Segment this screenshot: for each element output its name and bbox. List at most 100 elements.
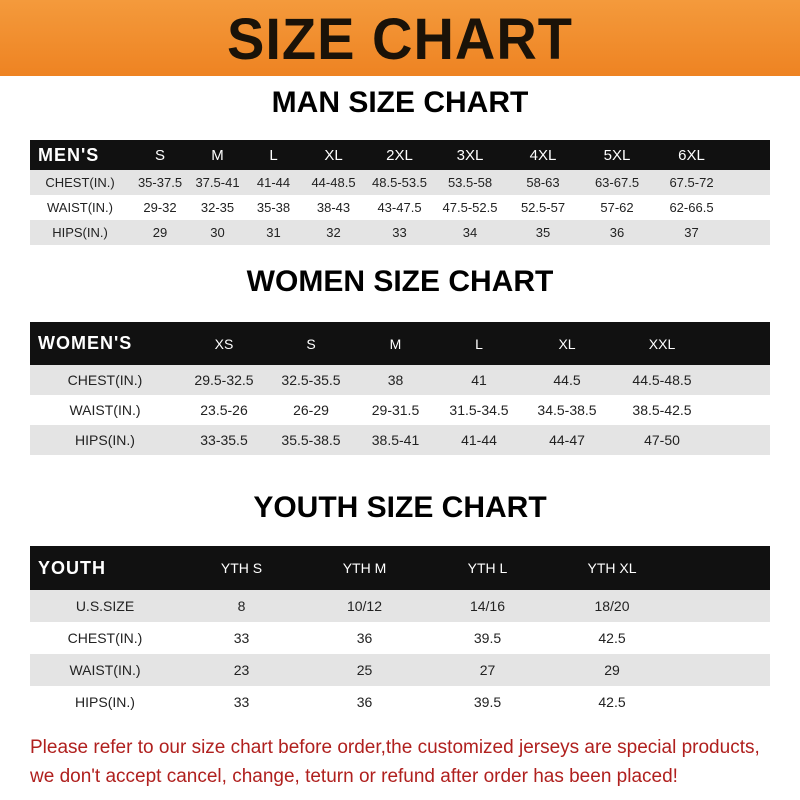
table-cell: 29 [604, 662, 620, 678]
table-row: CHEST(IN.) 33 36 39.5 42.5 [30, 622, 770, 654]
table-cell: 48.5-53.5 [372, 175, 427, 190]
table-cell: 32 [326, 225, 341, 240]
table-cell: M [389, 335, 402, 352]
table-row: WAIST(IN.) 23.5-26 26-29 29-31.5 31.5-34.5 34… [30, 395, 770, 425]
table-row: HIPS(IN.) 33-35.5 35.5-38.5 38.5-41 41-44 44-… [30, 425, 770, 455]
table-cell: L [269, 146, 278, 164]
table-cell: 44-47 [549, 432, 585, 448]
table-cell: 38.5-42.5 [632, 402, 692, 418]
row-label: YOUTH [38, 557, 106, 578]
table-cell: 26-29 [293, 402, 329, 418]
table-cell: 38 [387, 372, 404, 388]
table-cell: M [211, 146, 224, 164]
table-cell: 32-35 [200, 200, 235, 215]
table-cell: 34.5-38.5 [537, 402, 597, 418]
table-cell: 41-44 [461, 432, 497, 448]
table-cell: 37 [684, 225, 699, 240]
table-cell: 33-35.5 [200, 432, 248, 448]
table-cell: XL [558, 335, 576, 352]
table-cell: 35.5-38.5 [281, 432, 341, 448]
table-cell: S [154, 146, 165, 164]
table-cell: 42.5 [598, 694, 626, 710]
table-cell: 35 [535, 225, 551, 240]
table-cell: 67.5-72 [669, 175, 714, 190]
table-cell: 41 [471, 372, 487, 388]
table-cell: 29 [152, 225, 168, 240]
table-cell: 30 [210, 225, 225, 240]
table-cell: 34 [462, 225, 478, 240]
table-cell: 31 [266, 225, 281, 240]
notice-line: we don't accept cancel, change, teturn o… [30, 766, 678, 787]
table-cell: 44.5-48.5 [632, 372, 692, 388]
table-cell: 32.5-35.5 [281, 372, 341, 388]
table-cell: 8 [237, 598, 246, 614]
table-cell: 57-62 [600, 200, 634, 215]
table-cell: 27 [479, 662, 496, 678]
table-cell: 33 [392, 225, 407, 240]
table-header-row: MEN'S S M L XL 2XL 3XL 4XL 5XL 6XL [30, 140, 770, 170]
table-cell: 35-37.5 [137, 175, 183, 190]
men-size-table: MEN'S S M L XL 2XL 3XL 4XL 5XL 6XL CHEST(IN.) 35-37… [30, 140, 770, 245]
table-cell: XS [214, 335, 234, 352]
table-cell: 29-31.5 [371, 402, 420, 418]
table-cell: 36 [356, 694, 373, 710]
table-cell: 6XL [678, 146, 705, 164]
row-label: WAIST(IN.) [69, 402, 141, 418]
table-cell: 39.5 [473, 694, 502, 710]
table-cell: 23 [233, 662, 250, 678]
order-notice: Please refer to our size chart before or… [30, 733, 790, 791]
table-cell: 3XL [456, 146, 484, 164]
table-cell: 39.5 [473, 630, 502, 646]
row-label: WOMEN'S [38, 333, 133, 353]
table-row: U.S.SIZE 8 10/12 14/16 18/20 [30, 590, 770, 622]
table-cell: 18/20 [594, 598, 630, 614]
table-cell: 53.5-58 [447, 175, 493, 190]
table-cell: 25 [356, 662, 373, 678]
row-label: CHEST(IN.) [67, 372, 143, 388]
table-cell: 35-38 [256, 200, 291, 215]
table-cell: 47-50 [644, 432, 680, 448]
table-row: CHEST(IN.) 29.5-32.5 32.5-35.5 38 41 44.5 44.5… [30, 365, 770, 395]
table-cell: 10/12 [346, 598, 383, 614]
table-row: WAIST(IN.) 23 25 27 29 [30, 654, 770, 686]
table-cell: 14/16 [469, 598, 506, 614]
table-cell: 29-32 [143, 200, 177, 215]
table-cell: 38-43 [316, 200, 351, 215]
table-row: CHEST(IN.) 35-37.5 37.5-41 41-44 44-48.5 48.5… [30, 170, 770, 195]
table-row: HIPS(IN.) 33 36 39.5 42.5 [30, 686, 770, 718]
table-cell: 36 [356, 630, 373, 646]
table-cell: 47.5-52.5 [442, 200, 498, 215]
row-label: HIPS(IN.) [75, 432, 135, 448]
table-cell: 58-63 [526, 175, 560, 190]
table-cell: 36 [609, 225, 625, 240]
table-cell: 52.5-57 [520, 200, 566, 215]
row-label: WAIST(IN.) [47, 200, 113, 215]
row-label: HIPS(IN.) [52, 225, 108, 240]
women-title: WOMEN SIZE CHART [246, 265, 554, 298]
table-cell: 41-44 [256, 175, 291, 190]
table-row: HIPS(IN.) 29 30 31 32 33 34 35 36 37 [30, 220, 770, 245]
row-label: MEN'S [38, 144, 100, 165]
table-cell: 33 [233, 694, 250, 710]
row-label: HIPS(IN.) [75, 694, 135, 710]
table-cell: 42.5 [598, 630, 626, 646]
notice-line: Please refer to our size chart before or… [30, 737, 760, 758]
row-label: U.S.SIZE [75, 598, 135, 614]
row-label: CHEST(IN.) [67, 630, 143, 646]
banner-title: SIZE CHART [227, 4, 573, 72]
table-cell: 29.5-32.5 [194, 372, 254, 388]
table-cell: 5XL [603, 146, 631, 164]
table-header-row: YOUTH YTH S YTH M YTH L YTH XL [30, 546, 770, 590]
row-label: CHEST(IN.) [45, 175, 115, 190]
women-size-table: WOMEN'S XS S M L XL XXL CHEST(IN.) 29.5-32.5 32.5… [30, 322, 770, 455]
youth-size-table: YOUTH YTH S YTH M YTH L YTH XL U.S.SIZE 8 10/12… [30, 546, 770, 718]
table-cell: YTH XL [587, 560, 637, 576]
table-cell: YTH L [467, 560, 508, 576]
table-cell: 44.5 [553, 372, 581, 388]
table-header-row: WOMEN'S XS S M L XL XXL [30, 322, 770, 365]
men-title: MAN SIZE CHART [271, 86, 529, 119]
table-cell: XL [324, 146, 343, 164]
table-cell: 31.5-34.5 [449, 402, 509, 418]
table-cell: 43-47.5 [377, 200, 422, 215]
table-cell: S [306, 335, 316, 352]
